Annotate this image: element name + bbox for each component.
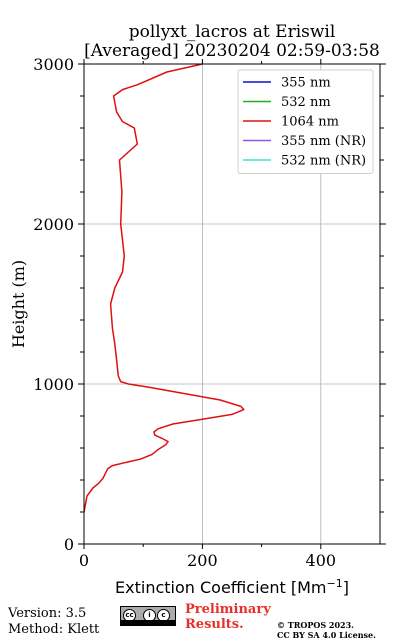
copyright-notice: © TROPOS 2023. CC BY SA 4.0 License. [277, 620, 376, 640]
legend-label: 532 nm (NR) [281, 154, 366, 169]
copyright-line-1: © TROPOS 2023. [277, 620, 354, 630]
y-tick-label: 2000 [33, 215, 74, 234]
x-tick-label: 0 [79, 551, 89, 570]
legend-label: 1064 nm [281, 115, 339, 130]
version-text: Version: 3.5 [8, 606, 87, 621]
copyright-line-2: CC BY SA 4.0 License. [277, 630, 376, 640]
y-tick-label: 1000 [33, 375, 74, 394]
method-text: Method: Klett [8, 622, 100, 637]
chart-subtitle: [Averaged] 20230204 02:59-03:58 [84, 41, 380, 61]
by-icon: i [143, 609, 156, 622]
x-tick-label: 200 [187, 551, 218, 570]
legend-label: 532 nm [281, 95, 331, 110]
chart-title: pollyxt_lacros at Eriswil [128, 22, 336, 42]
series-layer [83, 63, 245, 513]
preliminary-notice: Preliminary Results. [185, 602, 271, 632]
legend-box [237, 69, 374, 174]
preliminary-line-2: Results. [185, 617, 244, 632]
legend-label: 355 nm [281, 76, 331, 91]
x-tick-label: 400 [306, 551, 337, 570]
plot-frame [83, 63, 381, 545]
preliminary-line-1: Preliminary [185, 602, 271, 617]
y-tick-label: 0 [64, 535, 74, 554]
legend-label: 355 nm (NR) [281, 134, 366, 149]
x-axis-label: Extinction Coefficient [Mm−1] [115, 577, 349, 597]
y-axis-label: Height (m) [9, 260, 28, 348]
y-tick-label: 3000 [33, 55, 74, 74]
legend: 355 nm 532 nm 1064 nm 355 nm (NR) 532 nm (NR… [237, 69, 374, 174]
axis-ticks: 0 200 400 0 1000 2000 3000 [33, 55, 386, 570]
cc-license-icon: cc i c [120, 606, 176, 626]
series-line-1064nm [83, 63, 245, 513]
